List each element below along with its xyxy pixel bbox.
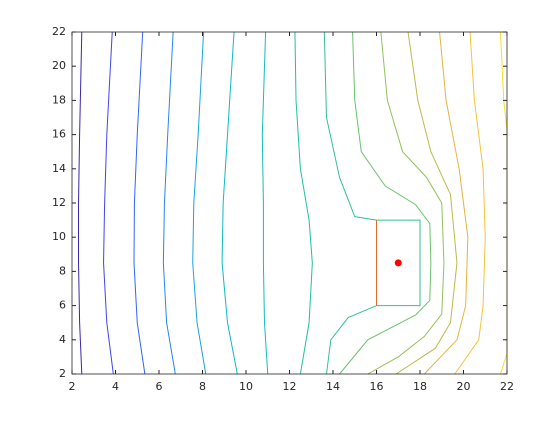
x-tick-label: 10 [239,380,253,393]
contour-line [423,31,469,375]
y-tick-label: 18 [52,93,66,106]
x-tick-label: 18 [413,380,427,393]
x-tick-label: 22 [500,380,514,393]
x-tick-label: 20 [457,380,471,393]
contour-line [454,31,486,375]
contour-line [78,31,83,375]
x-tick-label: 16 [370,380,384,393]
contour-line [192,31,207,375]
y-tick-label: 14 [52,162,66,175]
y-tick-label: 8 [59,264,66,277]
y-tick-label: 12 [52,196,66,209]
point [394,259,402,267]
contour-line [294,31,313,375]
y-tick-label: 10 [52,230,66,243]
y-tick-label: 20 [52,59,66,72]
x-tick-label: 12 [283,380,297,393]
contour-line [323,31,421,375]
contour-line [133,31,146,375]
x-tick-label: 8 [199,380,206,393]
contour-line [339,31,432,375]
contour-line [221,31,238,375]
contour-line [261,31,269,375]
y-tick-label: 2 [59,367,66,380]
y-tick-label: 6 [59,299,66,312]
x-tick-label: 2 [69,380,76,393]
y-tick-label: 4 [59,333,66,346]
contour-line [395,31,458,375]
y-tick-label: 22 [52,25,66,38]
contour-line [162,31,176,375]
y-tick-label: 16 [52,128,66,141]
x-tick-label: 4 [112,380,119,393]
x-tick-label: 6 [156,380,163,393]
contour-line [103,31,114,375]
contour-line [367,31,445,375]
x-tick-label: 14 [326,380,340,393]
